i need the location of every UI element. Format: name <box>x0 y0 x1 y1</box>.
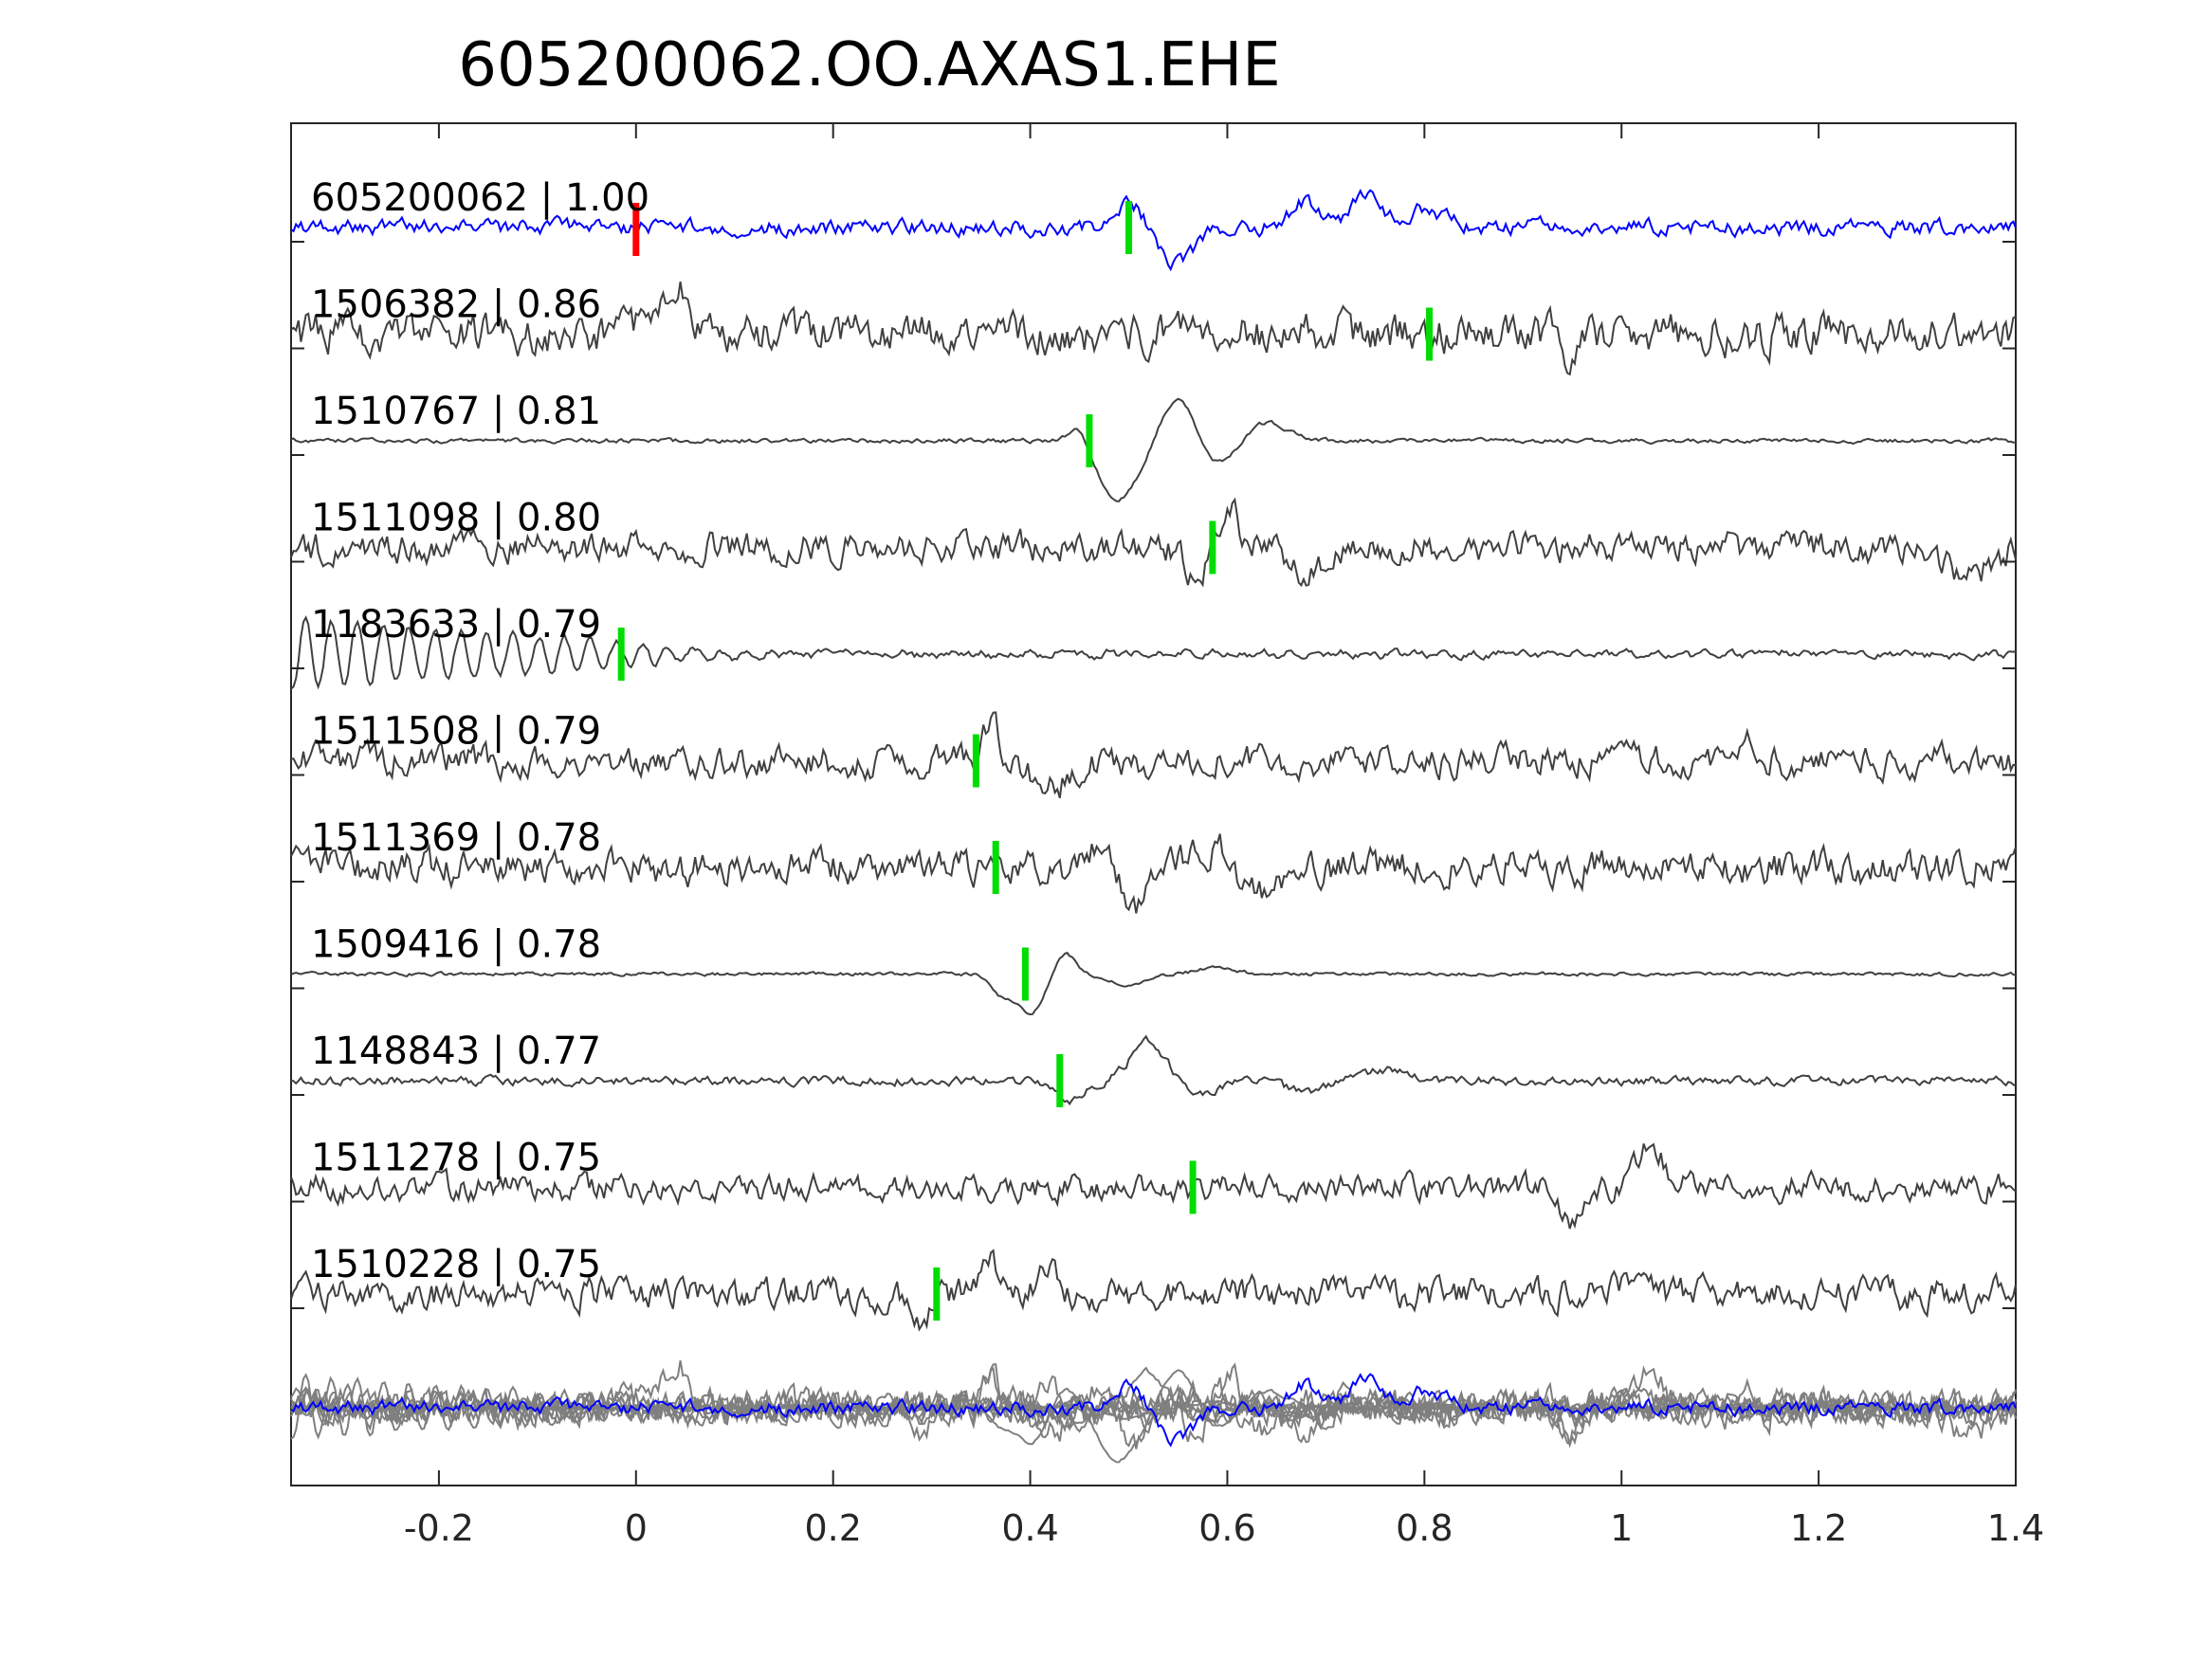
axes-frame <box>290 122 2017 1486</box>
trace-line-1 <box>290 281 2017 376</box>
x-tick-label-4: 0.6 <box>1198 1507 1255 1549</box>
overlay-trace-8 <box>290 1366 2017 1431</box>
plot-area: 605200062 | 1.00 1506382 | 0.86 1510767 | … <box>290 122 2044 1549</box>
overlay-stack <box>290 1359 2017 1464</box>
trace-label-8: 1148843 | 0.77 <box>311 1030 601 1073</box>
trace-line-4 <box>290 615 2017 690</box>
x-axis-ticks: -0.2 0 0.2 0.4 0.6 0.8 1 1.2 1.4 <box>291 123 2044 1549</box>
chart-title: 605200062.OO.AXAS1.EHE <box>458 30 1280 100</box>
traces-layer <box>290 188 2017 1332</box>
trace-line-0 <box>290 188 2017 272</box>
trace-label-0: 605200062 | 1.00 <box>311 176 649 220</box>
x-tick-label-5: 0.8 <box>1396 1507 1453 1549</box>
trace-labels-layer: 605200062 | 1.00 1506382 | 0.86 1510767 | … <box>311 176 649 1286</box>
x-tick-label-7: 1.2 <box>1790 1507 1847 1549</box>
trace-line-2 <box>290 397 2017 502</box>
x-tick-label-8: 1.4 <box>1987 1507 2044 1549</box>
trace-line-8 <box>290 1034 2017 1106</box>
trace-label-6: 1511369 | 0.78 <box>311 816 601 860</box>
x-tick-label-3: 0.4 <box>1001 1507 1058 1549</box>
x-tick-label-6: 1 <box>1610 1507 1633 1549</box>
trace-line-5 <box>291 711 2017 799</box>
trace-label-2: 1510767 | 0.81 <box>311 390 601 433</box>
trace-label-1: 1506382 | 0.86 <box>311 283 601 327</box>
trace-label-9: 1511278 | 0.75 <box>311 1137 601 1180</box>
trace-label-4: 1183633 | 0.79 <box>311 603 601 647</box>
x-tick-label-1: 0 <box>625 1507 648 1549</box>
trace-label-5: 1511508 | 0.79 <box>311 710 601 754</box>
overlay-trace-9 <box>290 1364 2017 1449</box>
trace-line-7 <box>290 951 2017 1016</box>
trace-label-3: 1511098 | 0.80 <box>311 497 601 540</box>
trace-line-3 <box>290 497 2017 588</box>
trace-label-7: 1509416 | 0.78 <box>311 923 601 967</box>
overlay-reference-trace <box>290 1373 2017 1448</box>
x-tick-label-2: 0.2 <box>804 1507 861 1549</box>
trace-line-10 <box>290 1249 2017 1332</box>
pick-markers-layer <box>617 201 1434 1321</box>
trace-line-6 <box>290 833 2017 914</box>
trace-line-9 <box>290 1142 2017 1230</box>
trace-label-10: 1510228 | 0.75 <box>311 1243 601 1286</box>
x-tick-label-0: -0.2 <box>404 1507 474 1549</box>
